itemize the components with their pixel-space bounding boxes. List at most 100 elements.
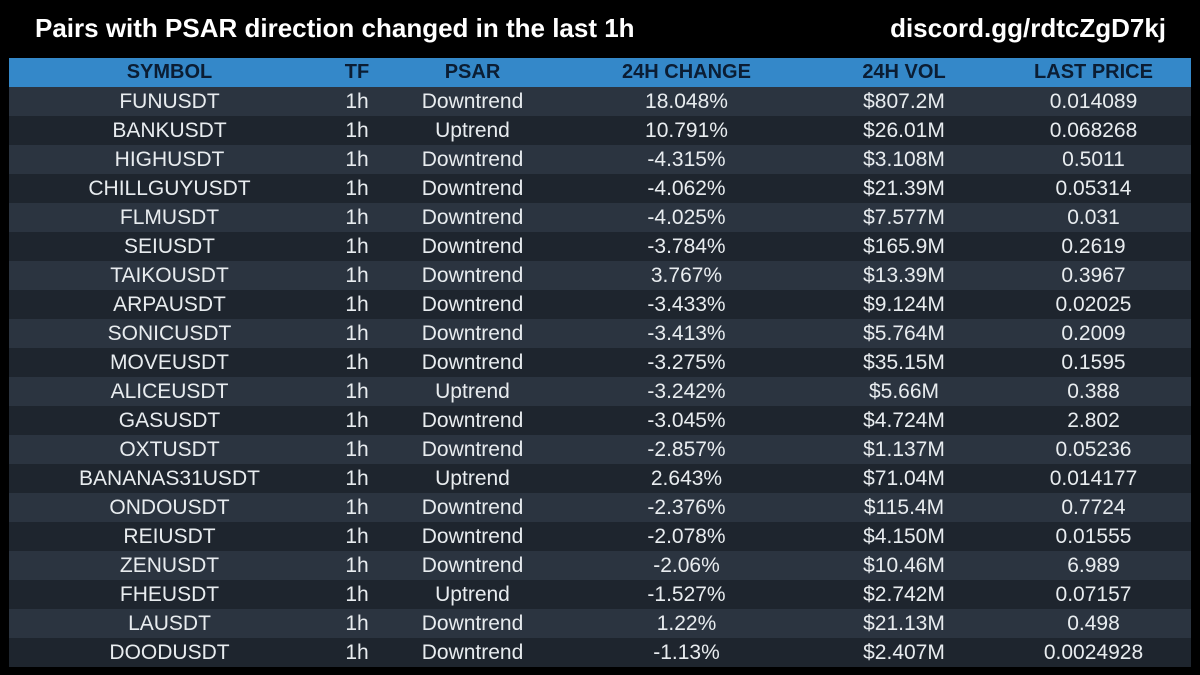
cell-psar: Downtrend xyxy=(421,496,524,519)
cell-tf: 1h xyxy=(345,612,369,635)
cell-24h-vol: $2.742M xyxy=(863,583,945,606)
table-row: SEIUSDT 1h Downtrend -3.784% $165.9M 0.2619 xyxy=(9,232,1191,261)
cell-psar: Uptrend xyxy=(435,583,510,606)
cell-24h-vol: $9.124M xyxy=(863,293,945,316)
cell-tf: 1h xyxy=(345,322,369,345)
cell-symbol: GASUSDT xyxy=(118,409,221,432)
cell-symbol: SONICUSDT xyxy=(107,322,232,345)
cell-symbol: ARPAUSDT xyxy=(113,293,226,316)
cell-psar: Downtrend xyxy=(421,641,524,664)
table-body: FUNUSDT 1h Downtrend 18.048% $807.2M 0.014089… xyxy=(9,87,1191,667)
table-row: ONDOUSDT 1h Downtrend -2.376% $115.4M 0.7724 xyxy=(9,493,1191,522)
cell-tf: 1h xyxy=(345,206,369,229)
discord-link[interactable]: discord.gg/rdtcZgD7kj xyxy=(890,13,1166,43)
cell-24h-vol: $10.46M xyxy=(863,554,945,577)
cell-24h-vol: $5.66M xyxy=(868,380,940,403)
cell-last-price: 6.989 xyxy=(1067,554,1120,577)
table-row: TAIKOUSDT 1h Downtrend 3.767% $13.39M 0.3967 xyxy=(9,261,1191,290)
cell-last-price: 0.01555 xyxy=(1055,525,1132,548)
cell-psar: Downtrend xyxy=(421,148,524,171)
cell-symbol: FLMUSDT xyxy=(119,206,220,229)
cell-tf: 1h xyxy=(345,554,369,577)
cell-symbol: CHILLGUYUSDT xyxy=(88,177,251,200)
cell-tf: 1h xyxy=(345,467,369,490)
cell-last-price: 0.0024928 xyxy=(1043,641,1144,664)
cell-psar: Uptrend xyxy=(435,119,510,142)
cell-24h-change: 10.791% xyxy=(645,119,728,142)
cell-24h-change: -3.242% xyxy=(647,380,726,403)
cell-tf: 1h xyxy=(345,90,369,113)
cell-symbol: ALICEUSDT xyxy=(110,380,229,403)
cell-24h-vol: $71.04M xyxy=(863,467,945,490)
cell-psar: Downtrend xyxy=(421,351,524,374)
cell-last-price: 0.388 xyxy=(1067,380,1120,403)
table-row: ARPAUSDT 1h Downtrend -3.433% $9.124M 0.02025 xyxy=(9,290,1191,319)
page-title: Pairs with PSAR direction changed in the… xyxy=(35,13,635,43)
cell-symbol: BANKUSDT xyxy=(112,119,227,142)
table-row: BANKUSDT 1h Uptrend 10.791% $26.01M 0.068268 xyxy=(9,116,1191,145)
cell-24h-change: 2.643% xyxy=(650,467,723,490)
cell-tf: 1h xyxy=(345,525,369,548)
cell-psar: Downtrend xyxy=(421,90,524,113)
cell-tf: 1h xyxy=(345,293,369,316)
cell-24h-vol: $4.724M xyxy=(863,409,945,432)
cell-symbol: ONDOUSDT xyxy=(109,496,230,519)
psar-table: SYMBOL TF PSAR 24H CHANGE 24H VOL LAST P… xyxy=(9,58,1191,667)
cell-tf: 1h xyxy=(345,119,369,142)
cell-symbol: ZENUSDT xyxy=(119,554,220,577)
cell-last-price: 0.05314 xyxy=(1055,177,1132,200)
table-row: LAUSDT 1h Downtrend 1.22% $21.13M 0.498 xyxy=(9,609,1191,638)
cell-24h-change: -1.13% xyxy=(653,641,720,664)
cell-symbol: TAIKOUSDT xyxy=(110,264,229,287)
column-header-tf: TF xyxy=(344,61,370,83)
table-row: MOVEUSDT 1h Downtrend -3.275% $35.15M 0.1595 xyxy=(9,348,1191,377)
column-header-24h-change: 24H CHANGE xyxy=(622,61,751,83)
cell-psar: Downtrend xyxy=(421,293,524,316)
cell-24h-vol: $807.2M xyxy=(863,90,945,113)
cell-tf: 1h xyxy=(345,438,369,461)
table-row: CHILLGUYUSDT 1h Downtrend -4.062% $21.39M 0.0… xyxy=(9,174,1191,203)
cell-psar: Downtrend xyxy=(421,525,524,548)
cell-symbol: SEIUSDT xyxy=(123,235,215,258)
table-row: OXTUSDT 1h Downtrend -2.857% $1.137M 0.05236 xyxy=(9,435,1191,464)
cell-24h-vol: $21.13M xyxy=(863,612,945,635)
cell-24h-vol: $26.01M xyxy=(863,119,945,142)
cell-tf: 1h xyxy=(345,496,369,519)
cell-24h-change: -3.784% xyxy=(647,235,726,258)
cell-last-price: 0.5011 xyxy=(1062,148,1125,171)
cell-last-price: 0.498 xyxy=(1067,612,1120,635)
cell-psar: Downtrend xyxy=(421,206,524,229)
cell-24h-change: -2.06% xyxy=(653,554,720,577)
header-bar: Pairs with PSAR direction changed in the… xyxy=(0,0,1200,58)
cell-psar: Uptrend xyxy=(435,380,510,403)
column-header-psar: PSAR xyxy=(444,61,501,83)
table-row: HIGHUSDT 1h Downtrend -4.315% $3.108M 0.5011 xyxy=(9,145,1191,174)
cell-tf: 1h xyxy=(345,583,369,606)
cell-psar: Downtrend xyxy=(421,554,524,577)
cell-symbol: BANANAS31USDT xyxy=(79,467,260,490)
cell-24h-change: -3.433% xyxy=(647,293,726,316)
cell-24h-change: -2.376% xyxy=(647,496,726,519)
table-row: REIUSDT 1h Downtrend -2.078% $4.150M 0.01555 xyxy=(9,522,1191,551)
cell-last-price: 0.031 xyxy=(1067,206,1120,229)
cell-24h-vol: $5.764M xyxy=(863,322,945,345)
table-row: DOODUSDT 1h Downtrend -1.13% $2.407M 0.002492… xyxy=(9,638,1191,667)
cell-psar: Downtrend xyxy=(421,177,524,200)
cell-24h-vol: $21.39M xyxy=(863,177,945,200)
table-row: FLMUSDT 1h Downtrend -4.025% $7.577M 0.031 xyxy=(9,203,1191,232)
cell-tf: 1h xyxy=(345,409,369,432)
cell-24h-vol: $7.577M xyxy=(863,206,945,229)
cell-psar: Downtrend xyxy=(421,612,524,635)
cell-tf: 1h xyxy=(345,380,369,403)
cell-24h-vol: $35.15M xyxy=(863,351,945,374)
cell-tf: 1h xyxy=(345,177,369,200)
cell-last-price: 0.7724 xyxy=(1061,496,1126,519)
cell-24h-vol: $115.4M xyxy=(863,496,945,519)
cell-symbol: FHEUSDT xyxy=(119,583,220,606)
cell-24h-change: 3.767% xyxy=(650,264,723,287)
cell-tf: 1h xyxy=(345,351,369,374)
cell-24h-change: -3.413% xyxy=(647,322,726,345)
cell-symbol: REIUSDT xyxy=(123,525,216,548)
cell-24h-vol: $2.407M xyxy=(863,641,945,664)
cell-last-price: 0.02025 xyxy=(1055,293,1132,316)
